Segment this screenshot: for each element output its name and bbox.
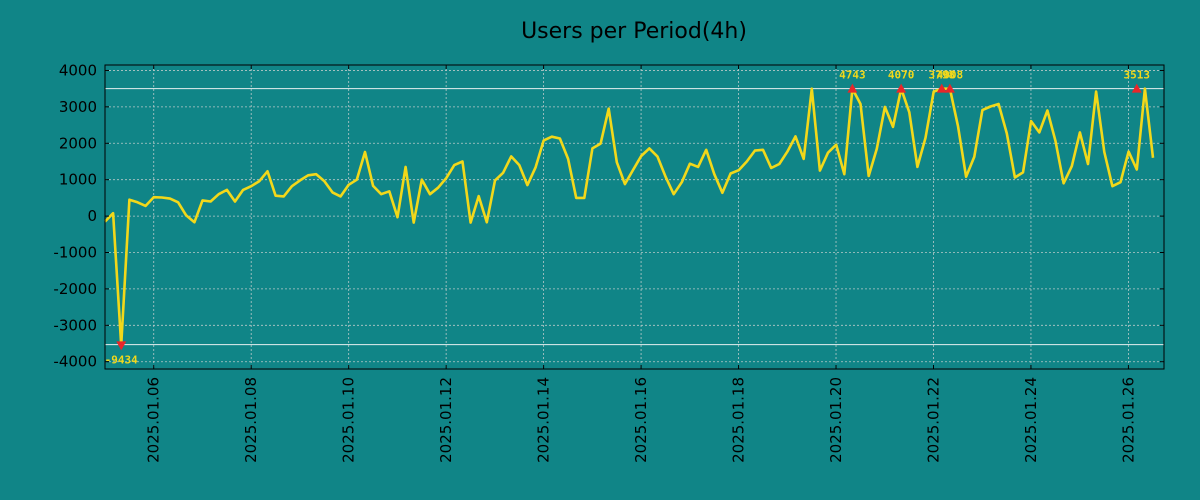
trough-marker [116,341,127,351]
x-tick-label: 2025.01.08 [242,377,260,463]
x-axis: 2025.01.06 2025.01.08 2025.01.10 2025.01.12… [145,65,1137,463]
x-tick-label: 2025.01.06 [145,377,163,463]
peak-label: 4743 [839,69,866,82]
x-tick-label: 2025.01.10 [340,377,358,463]
peak-marker [1131,83,1142,93]
chart-title: Users per Period(4h) [521,19,747,44]
y-tick-label: 1000 [59,171,97,189]
peak-marker [847,83,858,93]
y-axis: 4000 3000 2000 1000 0 -1000 -2000 -3000 -4000 [53,61,1164,371]
x-tick-label: 2025.01.16 [632,377,650,463]
y-tick-label: 3000 [59,98,97,116]
y-tick-label: -3000 [53,316,97,334]
peak-label: 3513 [1124,69,1151,82]
y-tick-label: 0 [87,207,97,225]
y-tick-label: -4000 [53,353,97,371]
x-tick-label: 2025.01.18 [730,377,748,463]
x-tick-label: 2025.01.24 [1022,377,1040,463]
series-layer [104,87,1155,347]
peak-marker [944,83,955,93]
trough-label: -9434 [105,353,138,366]
grid-layer [105,65,1164,369]
peak-marker [936,83,947,93]
x-tick-label: 2025.01.22 [924,377,942,463]
series-line-users [104,87,1155,347]
x-tick-label: 2025.01.12 [437,377,455,463]
plot-frame [104,64,1165,370]
peak-label: 3798 [929,69,956,82]
y-tick-label: -1000 [53,243,97,261]
y-tick-label: -2000 [53,280,97,298]
x-tick-label: 2025.01.20 [827,377,845,463]
peak-label: 4008 [937,69,964,82]
peak-label: 4070 [888,69,915,82]
peak-marker [896,83,907,93]
y-tick-label: 2000 [59,134,97,152]
x-tick-label: 2025.01.26 [1119,377,1137,463]
threshold-layer [105,88,1164,346]
x-tick-label: 2025.01.14 [535,377,553,463]
y-tick-label: 4000 [59,61,97,79]
